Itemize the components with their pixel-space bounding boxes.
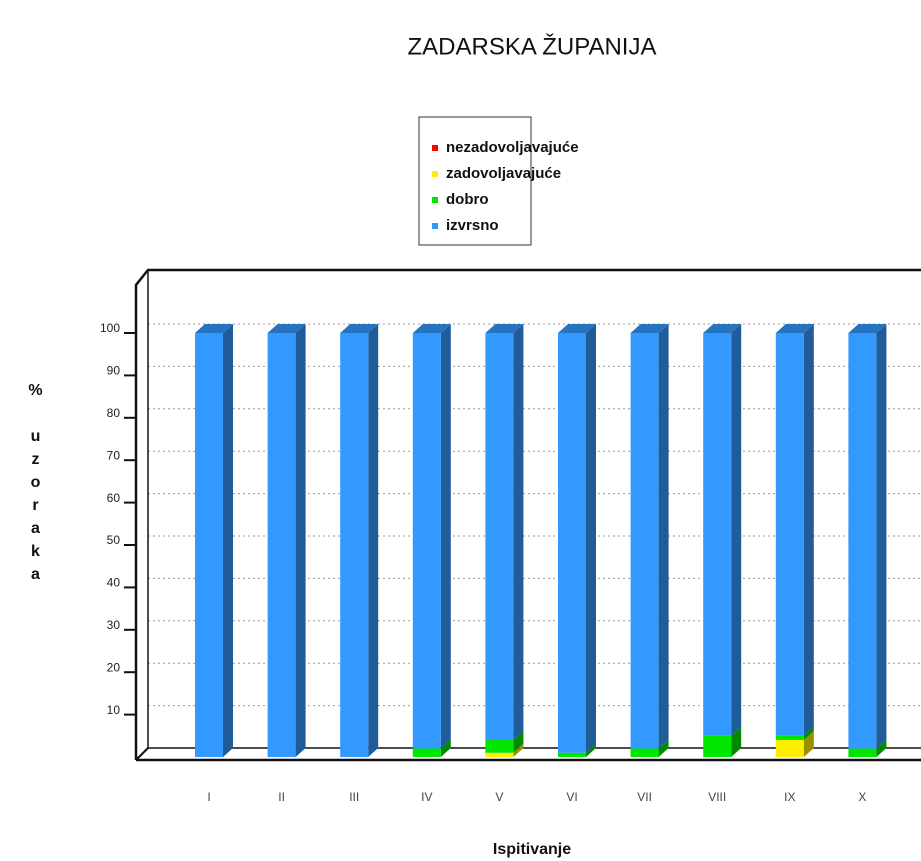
- bar: [485, 333, 514, 741]
- bar: [340, 333, 369, 757]
- legend-swatch: [432, 223, 438, 229]
- bar: [558, 752, 586, 757]
- bar: [848, 748, 877, 757]
- bar: [703, 735, 732, 757]
- x-tick-label: VII: [637, 790, 652, 804]
- bar-side: [731, 726, 742, 757]
- bar: [267, 333, 296, 757]
- x-tick-label: I: [207, 790, 210, 804]
- legend-label: nezadovoljavajuće: [446, 139, 579, 156]
- bar-side: [803, 731, 814, 757]
- y-tick-label: 50: [107, 533, 121, 547]
- floor-edge: [135, 747, 149, 761]
- x-tick-label: III: [349, 790, 359, 804]
- bar-top: [848, 324, 887, 333]
- bar-top: [267, 324, 306, 333]
- plot-frame: [134, 268, 921, 760]
- bar-side: [876, 324, 887, 749]
- bar-top: [775, 324, 814, 333]
- y-axis-label: % uzoraka: [27, 382, 44, 589]
- bar-side: [513, 731, 524, 753]
- bar-side: [440, 324, 451, 749]
- y-tick-label: 80: [107, 406, 121, 420]
- x-tick-label: V: [495, 790, 503, 804]
- bar-side: [803, 726, 814, 741]
- bar-top: [412, 324, 451, 333]
- bar: [703, 333, 732, 736]
- bar-side: [368, 324, 379, 757]
- x-tick-label: X: [858, 790, 866, 804]
- bar-top: [630, 324, 669, 333]
- bar-side: [586, 324, 596, 753]
- y-tick-label: 70: [107, 448, 121, 462]
- bar-side: [223, 324, 233, 757]
- bar-side: [876, 739, 887, 757]
- y-tick-label: 20: [107, 660, 121, 674]
- bar-side: [586, 743, 596, 757]
- bar: [775, 740, 804, 757]
- bar: [485, 740, 514, 753]
- bar-top: [340, 324, 379, 333]
- bar-side: [658, 324, 669, 749]
- x-axis-label: Ispitivanje: [493, 841, 571, 858]
- bar: [630, 748, 659, 757]
- bar: [195, 333, 223, 757]
- bar-top: [703, 324, 742, 333]
- bar: [630, 333, 659, 749]
- x-tick-label: VI: [566, 790, 577, 804]
- legend-swatch: [432, 171, 438, 177]
- bar: [775, 333, 804, 736]
- bar: [848, 333, 877, 749]
- y-tick-label: 60: [107, 491, 121, 505]
- bar: [775, 735, 804, 741]
- legend-swatch: [432, 197, 438, 203]
- bar-side: [295, 324, 306, 757]
- bar: [485, 752, 514, 757]
- y-tick-label: 40: [107, 576, 121, 590]
- bar: [412, 748, 441, 757]
- bar-top: [558, 324, 596, 333]
- x-tick-label: II: [278, 790, 285, 804]
- legend-label: zadovoljavajuće: [446, 165, 561, 182]
- bar-side: [803, 324, 814, 736]
- chart-title: ZADARSKA ŽUPANIJA: [408, 33, 657, 60]
- legend-label: dobro: [446, 191, 489, 208]
- y-tick-label: 90: [107, 364, 121, 378]
- bar-side: [440, 739, 451, 757]
- bar-side: [513, 743, 524, 757]
- x-tick-label: IV: [421, 790, 432, 804]
- y-tick-label: 10: [107, 703, 121, 717]
- legend-swatch: [432, 145, 438, 151]
- bar-top: [485, 324, 524, 333]
- bar-side: [658, 739, 669, 757]
- x-tick-label: IX: [784, 790, 795, 804]
- bar: [558, 333, 586, 753]
- y-tick-label: 30: [107, 618, 121, 632]
- bar-side: [731, 324, 742, 736]
- bar: [412, 333, 441, 749]
- bar-side: [513, 324, 524, 741]
- x-tick-label: VIII: [708, 790, 726, 804]
- bar-top: [195, 324, 233, 333]
- y-tick-label: 100: [100, 321, 120, 335]
- legend-label: izvrsno: [446, 217, 499, 234]
